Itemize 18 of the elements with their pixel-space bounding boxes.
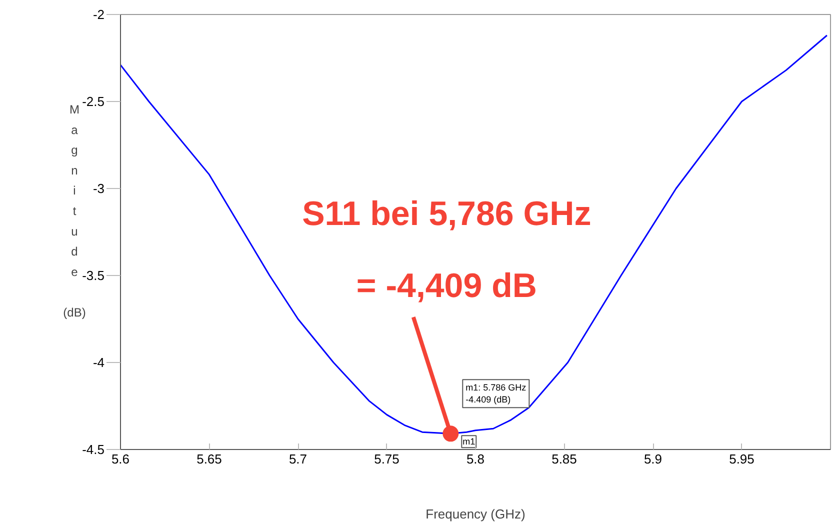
- x-tick-label: 5.85: [552, 452, 577, 466]
- annotation: S11 bei 5,786 GHz = -4,409 dB: [302, 194, 592, 306]
- x-tick-label: 5.75: [374, 452, 400, 466]
- x-axis-title: Frequency (GHz): [426, 506, 526, 522]
- x-tick-label: 5.7: [288, 452, 308, 466]
- x-tick-label: 5.6: [111, 452, 130, 466]
- y-tick-label: -2.5: [82, 94, 105, 109]
- x-tick-label: 5.95: [729, 452, 754, 466]
- y-tick-label: -3.5: [82, 268, 105, 283]
- x-tick-label: 5.9: [644, 452, 662, 466]
- annotation: m1: 5.786 GHz -4.409 (dB): [466, 382, 527, 405]
- x-tick-label: 5.65: [196, 452, 222, 466]
- y-tick-label: -3: [92, 181, 105, 196]
- y-tick-label: -4: [92, 355, 105, 370]
- y-tick-label: -2: [92, 7, 105, 22]
- y-tick-label: -4.5: [82, 442, 105, 457]
- x-tick-label: 5.8: [466, 452, 485, 466]
- annotation: m1: [462, 436, 476, 447]
